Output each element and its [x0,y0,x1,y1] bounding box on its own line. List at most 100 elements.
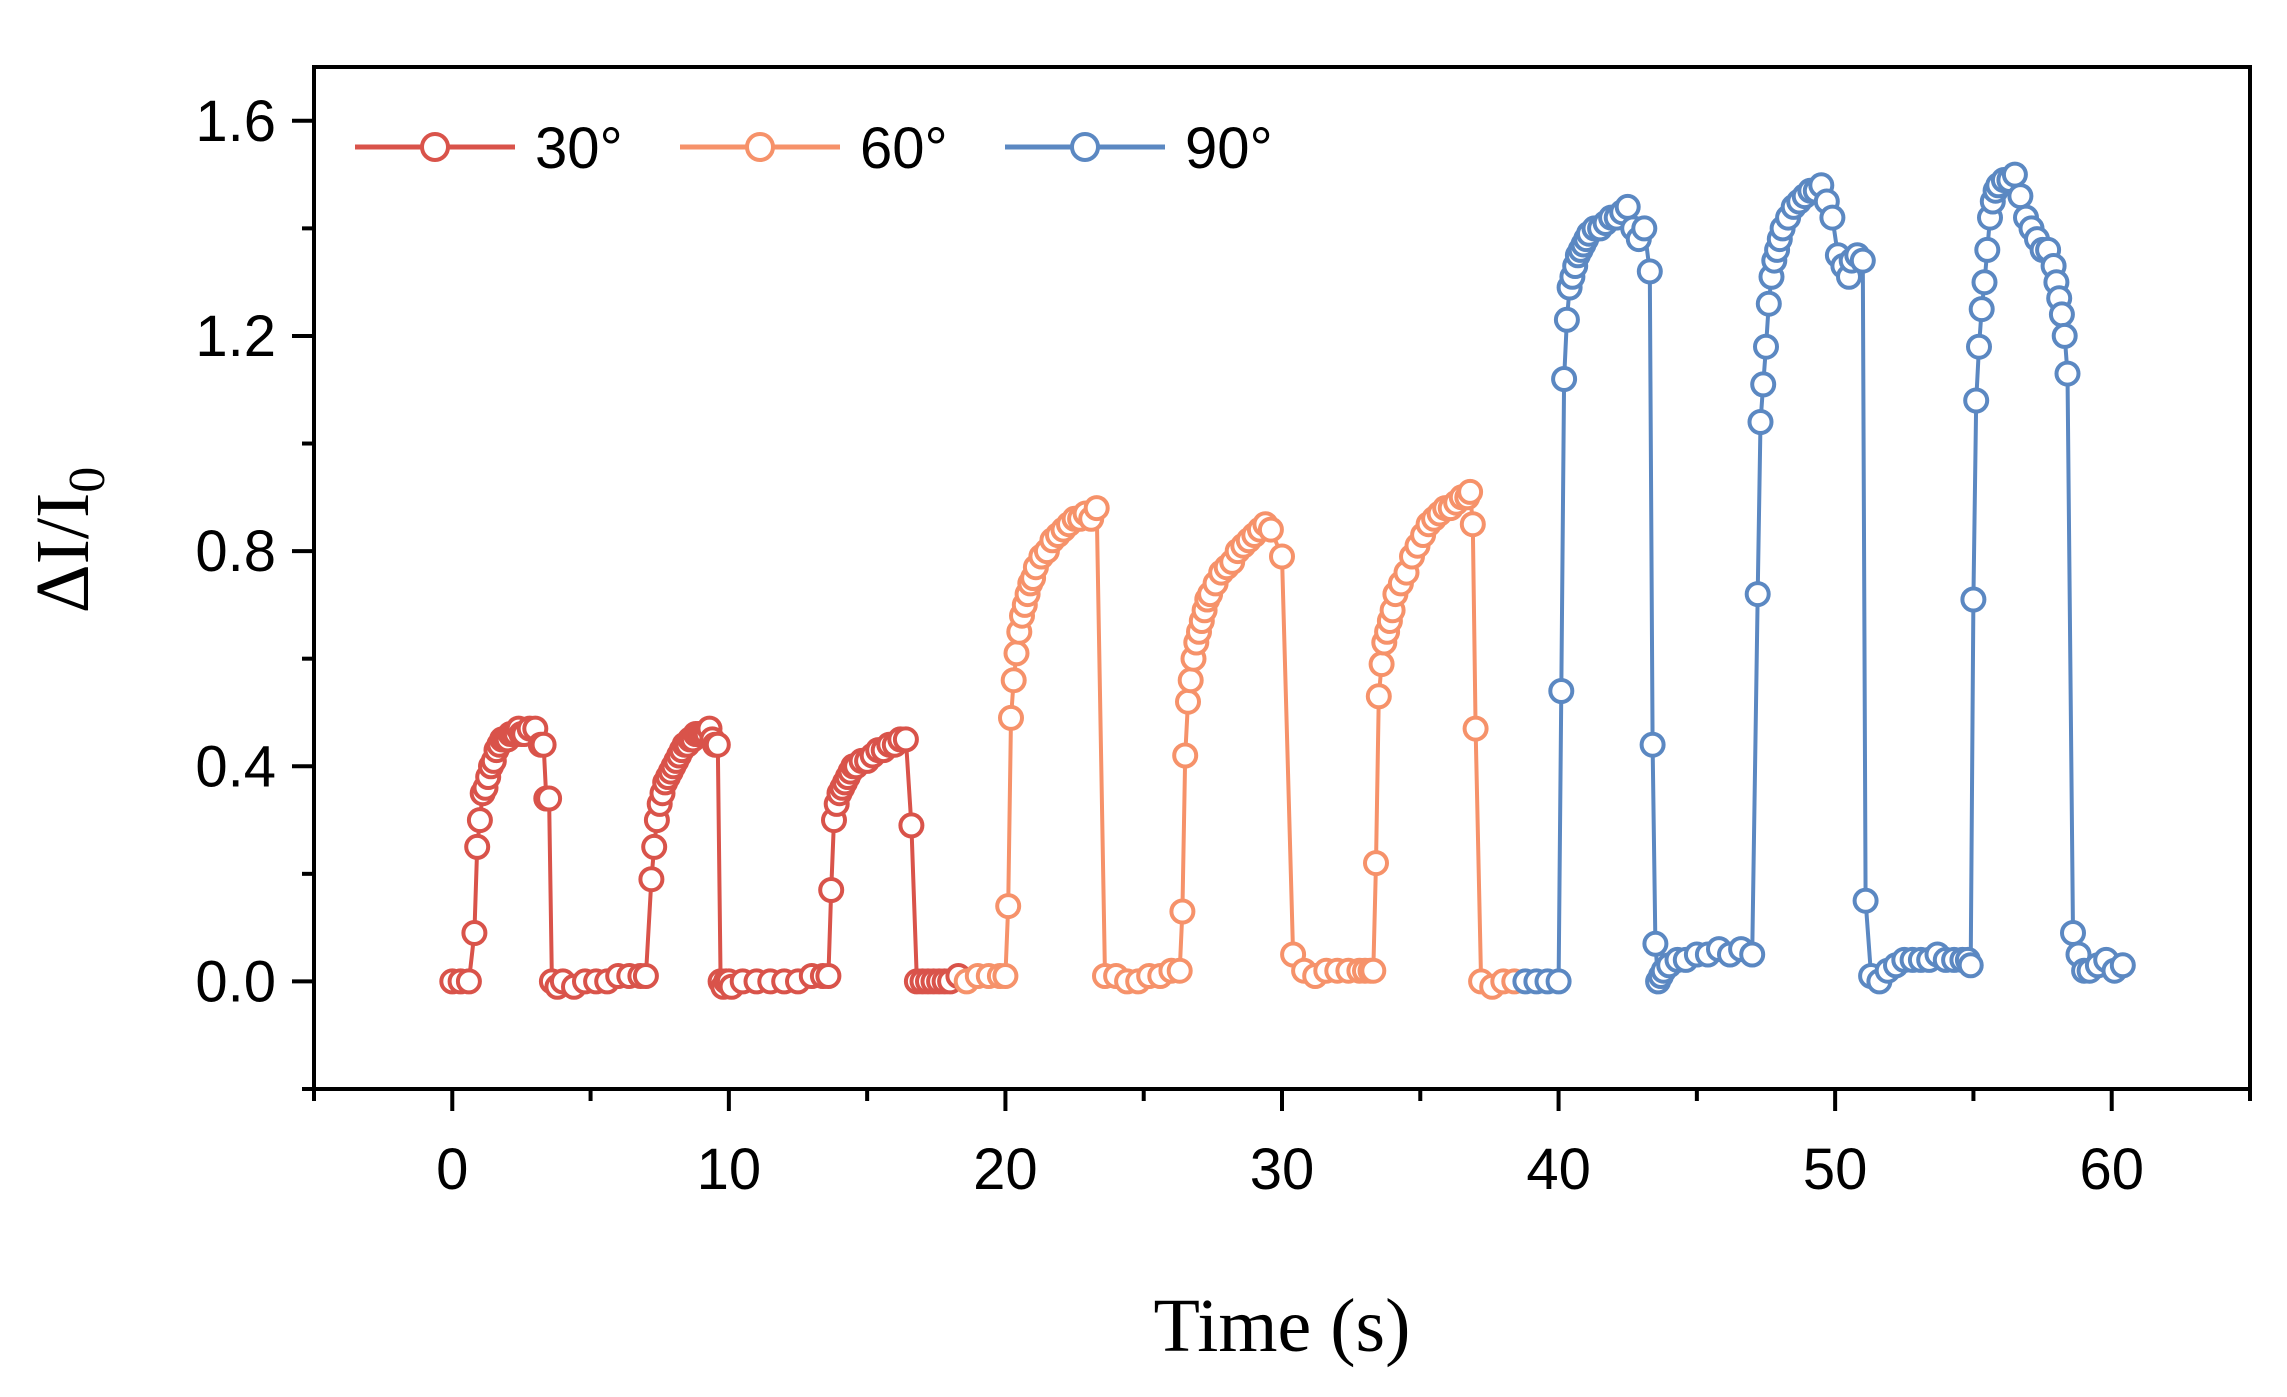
data-point [1553,306,1580,333]
data-point [1177,667,1204,694]
data-point [1849,247,1876,274]
y-tick-label: 0.0 [195,949,276,1014]
data-point [638,866,665,893]
data-point [1175,688,1201,715]
data-point [1750,371,1777,398]
y-tick-label: 1.2 [195,304,276,369]
legend-entry-1: 30° [355,116,623,181]
data-point [1744,581,1771,608]
x-axis-title: Time (s) [1154,1284,1411,1368]
data-point [1169,898,1196,925]
data-point [1974,236,2001,263]
data-point [892,726,919,753]
data-point [1548,678,1575,704]
data-point [2007,183,2034,210]
data-point [1614,193,1641,220]
data-point [1639,731,1666,758]
legend-entry-2: 60° [680,116,948,181]
data-point [530,731,557,758]
data-point [1003,640,1030,667]
data-point [2109,952,2136,979]
data-point [1459,511,1486,538]
data-point [536,785,563,812]
data-point [1083,495,1110,522]
legend-marker [420,132,450,162]
data-point [1642,930,1669,957]
x-tick-label: 50 [1803,1137,1868,1202]
data-point [641,833,668,860]
data-point [1966,333,1992,360]
y-axis-title: ΔI/I0 [21,467,116,614]
series-3 [1512,161,2136,995]
data-point [2001,161,2028,188]
data-point [1753,333,1779,360]
data-point [632,963,659,989]
x-tick-label: 40 [1526,1137,1591,1202]
legend-label: 60° [860,116,948,181]
data-point [466,807,493,834]
x-tick-label: 0 [436,1137,468,1202]
data-point [455,968,482,995]
y-axis-title-main: ΔI/I [21,493,105,614]
x-tick-label: 20 [973,1137,1038,1202]
data-point [1971,269,1998,296]
data-point [1636,258,1663,285]
legend-label: 90° [1185,116,1273,181]
data-point [1755,290,1782,317]
data-point [1631,215,1658,242]
legend-label: 30° [535,116,623,181]
legend-entry-3: 90° [1005,116,1273,181]
data-point [1551,366,1578,392]
data-point [1462,715,1489,742]
data-point [461,920,488,946]
legend: 30° 60° 90° [355,116,1273,181]
data-point [1968,296,1995,323]
y-axis-title-subscript: 0 [59,467,116,493]
data-point [1368,651,1395,678]
data-point [1360,957,1387,984]
x-tick-label: 30 [1250,1137,1315,1202]
data-point [2051,322,2078,349]
series-line [452,726,960,989]
data-point [1363,850,1389,877]
data-point [1257,516,1284,543]
series-1 [439,715,972,1000]
data-point [998,704,1024,731]
data-point [815,963,842,989]
data-point [1819,204,1846,231]
x-tick-label: 60 [2079,1137,2144,1202]
data-point [1960,586,1987,613]
data-point [1166,957,1193,984]
y-tick-label: 0.8 [195,519,276,584]
data-point [2054,360,2081,387]
legend-marker [1070,132,1100,162]
y-tick-label: 1.6 [195,89,276,154]
data-point [1852,887,1879,914]
data-point [1957,952,1984,979]
data-point [1457,478,1484,505]
data-point [992,963,1019,989]
data-point [995,893,1022,920]
data-point [464,833,491,860]
data-point [704,731,731,758]
y-tick-label: 0.4 [195,734,276,799]
x-tick-label: 10 [697,1137,762,1202]
data-point [2048,301,2075,328]
data-point [1269,543,1295,570]
series-line [1525,172,2124,984]
data-point [2060,920,2086,946]
data-point [898,812,925,839]
data-point [1545,968,1572,995]
axis-ticks: 0 10 20 30 40 50 60 0.0 0.4 0.8 1.2 1.6 [195,89,2252,1202]
series-2 [953,478,1528,1000]
legend-marker [745,132,775,162]
data-point [1000,667,1027,694]
data-point [1365,683,1392,710]
data-point [1747,409,1774,435]
data-point [1963,387,1990,414]
data-point [1172,742,1199,769]
data-point [818,877,845,903]
data-point [1739,941,1766,968]
series-layer [439,161,2136,1000]
